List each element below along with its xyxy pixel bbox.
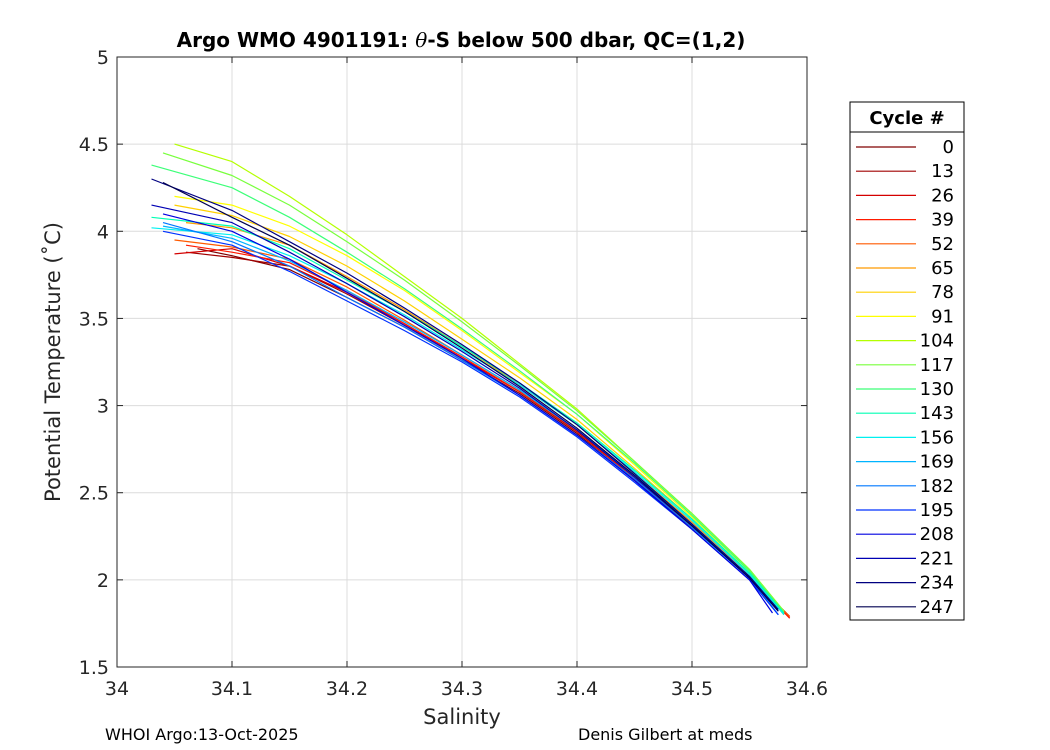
- axis-ticks: 34 34.1 34.2 34.3 34.4 34.5 34.6 1.5 2 2.5 3 3.5 4 4.…: [79, 47, 828, 700]
- x-tick-label: 34.2: [326, 678, 368, 700]
- x-tick-label: 34.3: [441, 678, 483, 700]
- footer-left: WHOI Argo:13-Oct-2025: [105, 725, 299, 744]
- legend-label-cycle-169: 169: [920, 452, 954, 473]
- legend-label-cycle-182: 182: [920, 476, 954, 497]
- legend-label-cycle-78: 78: [931, 282, 954, 303]
- series-line-cycle-117: [162, 152, 785, 612]
- legend-title: Cycle #: [869, 108, 944, 129]
- legend-label-cycle-65: 65: [931, 258, 954, 279]
- series-line-cycle-182: [162, 222, 779, 616]
- legend-label-cycle-91: 91: [931, 306, 954, 327]
- x-tick-label: 34.5: [671, 678, 713, 700]
- y-axis-title: Potential Temperature (˚C): [41, 222, 65, 502]
- y-tick-label: 3.5: [79, 308, 109, 330]
- legend-items: 0 13 26 39 52 65 78 91 104 117 130 143 156 169 182 195 2…: [856, 137, 954, 618]
- y-tick-label: 5: [97, 47, 109, 69]
- series-line-cycle-143: [151, 216, 785, 614]
- chart-title-prefix: Argo WMO 4901191:: [177, 28, 416, 52]
- legend-label-cycle-234: 234: [920, 573, 954, 594]
- legend-label-cycle-130: 130: [920, 379, 954, 400]
- y-tick-label: 1.5: [79, 657, 109, 679]
- footer-right: Denis Gilbert at meds: [578, 725, 753, 744]
- y-tick-label: 3: [97, 396, 109, 418]
- legend-label-cycle-156: 156: [920, 427, 954, 448]
- y-tick-label: 4: [97, 221, 109, 243]
- series-line-cycle-91: [174, 195, 785, 614]
- y-tick-label: 4.5: [79, 134, 109, 156]
- y-tick-label: 2: [97, 570, 109, 592]
- x-tick-label: 34: [105, 678, 129, 700]
- legend-label-cycle-13: 13: [931, 161, 954, 182]
- series-line-cycle-234: [151, 178, 779, 610]
- legend-label-cycle-104: 104: [920, 331, 954, 352]
- x-tick-label: 34.1: [211, 678, 253, 700]
- legend-label-cycle-195: 195: [920, 500, 954, 521]
- y-tick-label: 2.5: [79, 483, 109, 505]
- legend-label-cycle-26: 26: [931, 185, 954, 206]
- series-line-cycle-130: [151, 164, 785, 614]
- x-axis-title: Salinity: [423, 705, 501, 729]
- chart-title: Argo WMO 4901191: θ-S below 500 dbar, QC…: [177, 28, 746, 52]
- legend-label-cycle-117: 117: [920, 355, 954, 376]
- x-tick-label: 34.4: [556, 678, 598, 700]
- chart-title-suffix: -S below 500 dbar, QC=(1,2): [427, 28, 745, 52]
- chart-title-symbol: θ: [415, 28, 427, 52]
- series-lines: [151, 143, 791, 619]
- legend-label-cycle-247: 247: [920, 597, 954, 618]
- legend-label-cycle-52: 52: [931, 234, 954, 255]
- series-line-cycle-208: [162, 213, 773, 614]
- series-line-cycle-247: [162, 181, 779, 612]
- legend-label-cycle-221: 221: [920, 548, 954, 569]
- legend-label-cycle-208: 208: [920, 524, 954, 545]
- legend-label-cycle-143: 143: [920, 403, 954, 424]
- x-tick-label: 34.6: [786, 678, 828, 700]
- legend: Cycle # 0 13 26 39 52 65 78 91 104 117 130 143 156 16…: [849, 101, 965, 621]
- series-line-cycle-65: [185, 222, 785, 616]
- legend-label-cycle-39: 39: [931, 210, 954, 231]
- legend-label-cycle-0: 0: [943, 137, 954, 158]
